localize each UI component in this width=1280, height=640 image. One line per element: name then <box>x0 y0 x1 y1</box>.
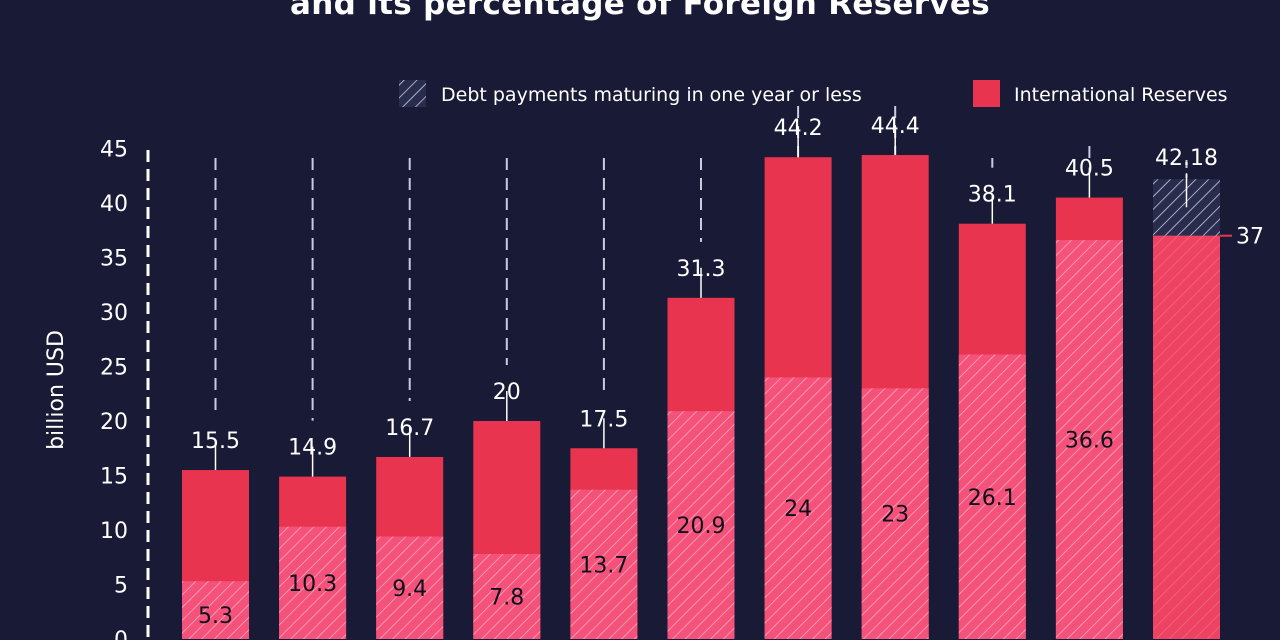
y-tick-label: 25 <box>100 356 128 381</box>
y-tick-label: 30 <box>100 301 128 326</box>
legend-swatch-debt <box>399 80 426 107</box>
bar-debt <box>764 377 832 639</box>
reserves-value-label: 40.5 <box>1065 157 1114 182</box>
reserves-value-label: 38.1 <box>968 183 1017 208</box>
debt-value-label: 42.18 <box>1155 146 1218 171</box>
debt-value-label: 9.4 <box>392 577 427 602</box>
debt-value-label: 24 <box>784 497 812 522</box>
bar-debt <box>570 489 638 639</box>
reserves-value-label: 44.4 <box>871 114 920 139</box>
reserves-value-label: 44.2 <box>774 116 823 141</box>
legend-label-reserves: International Reserves <box>1014 84 1228 106</box>
legend-label-debt: Debt payments maturing in one year or le… <box>441 84 862 106</box>
y-tick-label: 10 <box>100 519 128 544</box>
debt-value-label: 20.9 <box>677 514 726 539</box>
y-tick-label: 0 <box>114 628 128 640</box>
y-tick-label: 20 <box>100 410 128 435</box>
reserves-value-label: 17.5 <box>579 407 628 432</box>
debt-value-label: 26.1 <box>968 486 1017 511</box>
debt-value-label: 13.7 <box>579 553 628 578</box>
reserves-value-label: 15.5 <box>191 429 240 454</box>
y-axis-label: billion USD <box>44 330 69 450</box>
y-tick-label: 35 <box>100 247 128 272</box>
bar-debt <box>1055 240 1123 639</box>
debt-value-label: 5.3 <box>198 604 233 629</box>
bar-debt <box>376 536 444 639</box>
legend-swatch-reserves <box>973 80 1000 107</box>
y-tick-label: 5 <box>114 574 128 599</box>
debt-value-label: 23 <box>881 503 909 528</box>
legend: Debt payments maturing in one year or le… <box>399 80 1228 107</box>
reserves-value-label: 31.3 <box>677 257 726 282</box>
chart-title: and its percentage of Foreign Reserves <box>290 0 990 22</box>
reserves-value-label: 14.9 <box>288 436 337 461</box>
bar-debt <box>861 388 929 639</box>
reserves-value-label: 16.7 <box>385 416 434 441</box>
debt-value-label: 7.8 <box>489 585 524 610</box>
y-tick-label: 15 <box>100 465 128 490</box>
bar-debt <box>667 411 735 639</box>
debt-value-label: 10.3 <box>288 572 337 597</box>
bar-debt <box>473 553 541 639</box>
bar-debt <box>958 354 1026 639</box>
reserves-value-label: 20 <box>493 380 521 405</box>
bar-debt <box>182 581 249 639</box>
y-tick-label: 45 <box>100 138 128 163</box>
y-tick-label: 40 <box>100 192 128 217</box>
debt-value-label: 36.6 <box>1065 429 1114 454</box>
bar-debt <box>279 526 347 639</box>
reserves-value-label: 37 <box>1236 225 1264 250</box>
bar-reserves <box>1153 235 1220 639</box>
